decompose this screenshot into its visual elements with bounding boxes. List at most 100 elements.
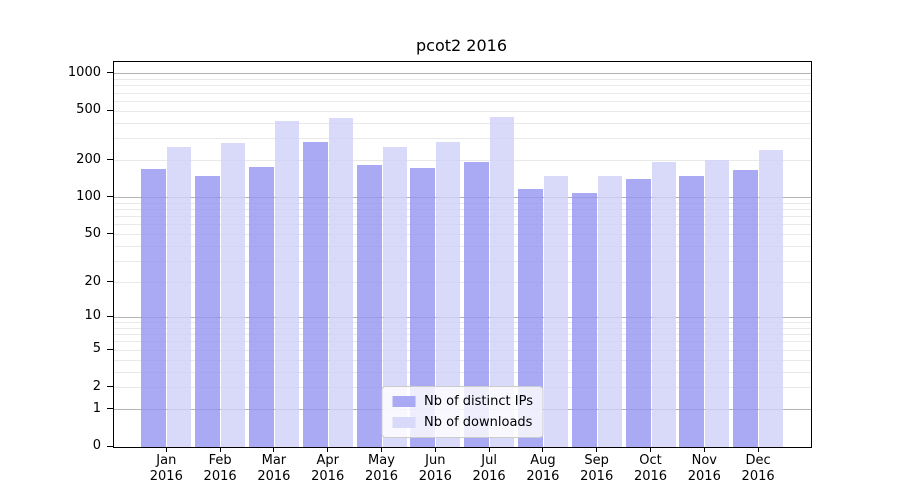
x-tick-year: 2016 <box>472 469 506 484</box>
y-tick-mark <box>107 281 113 283</box>
bar-distinct-ips-jan <box>141 169 167 447</box>
bar-downloads-nov <box>705 160 730 447</box>
minor-gridline <box>114 234 811 236</box>
legend-label: Nb of downloads <box>424 415 533 430</box>
y-tick-label: 1 <box>92 400 101 416</box>
x-tick-month: Mar <box>261 453 287 468</box>
x-tick-month: Dec <box>745 453 771 468</box>
x-tick-month: Aug <box>530 453 556 468</box>
bar-distinct-ips-oct <box>625 178 651 447</box>
x-tick-mark <box>381 447 382 452</box>
y-tick-mark <box>107 109 113 111</box>
x-tick-mark <box>273 447 275 452</box>
minor-gridline <box>114 334 811 336</box>
minor-gridline <box>114 216 811 218</box>
legend-item: Nb of distinct IPs <box>392 393 533 410</box>
x-tick-year: 2016 <box>364 469 399 484</box>
major-gridline <box>114 73 811 75</box>
y-tick-mark <box>107 348 113 350</box>
bar-downloads-apr <box>328 118 353 447</box>
x-tick-mark <box>650 447 651 452</box>
chart-title: pcot2 2016 <box>416 36 507 55</box>
legend-item: Nb of downloads <box>392 414 533 431</box>
minor-gridline <box>114 110 811 112</box>
y-tick-mark <box>107 233 113 235</box>
bar-downloads-sep <box>597 175 622 447</box>
x-tick-mark <box>327 447 329 452</box>
legend: Nb of distinct IPs Nb of downloads <box>381 386 544 438</box>
bar-distinct-ips-apr <box>302 142 328 447</box>
x-tick-label: Dec 2016 <box>726 453 790 485</box>
major-gridline <box>114 197 811 199</box>
x-tick-mark <box>596 447 598 452</box>
x-tick-year: 2016 <box>687 469 721 484</box>
bar-distinct-ips-nov <box>679 175 705 447</box>
bar-downloads-feb <box>221 143 246 447</box>
y-tick-label: 500 <box>76 102 101 118</box>
x-tick-mark <box>165 447 167 452</box>
minor-gridline <box>114 349 811 351</box>
x-tick-year: 2016 <box>418 469 452 484</box>
x-tick-month: Apr <box>316 453 339 468</box>
minor-gridline <box>114 138 811 140</box>
minor-gridline <box>114 261 811 262</box>
bar-downloads-oct <box>651 162 676 447</box>
x-tick-mark <box>757 447 759 452</box>
minor-gridline <box>114 122 811 124</box>
x-tick-label: Apr 2016 <box>296 453 360 485</box>
y-tick-mark <box>107 72 113 74</box>
bar-distinct-ips-may <box>356 165 382 447</box>
x-tick-year: 2016 <box>149 469 183 484</box>
x-tick-month: Jul <box>481 453 497 468</box>
x-tick-label: Jul 2016 <box>457 453 521 485</box>
x-tick-year: 2016 <box>526 469 560 484</box>
x-tick-year: 2016 <box>633 469 668 484</box>
minor-gridline <box>114 282 811 284</box>
legend-swatch-downloads <box>392 417 416 428</box>
x-tick-mark <box>219 447 221 452</box>
minor-gridline <box>114 245 811 247</box>
x-tick-year: 2016 <box>580 469 614 484</box>
bar-distinct-ips-feb <box>195 176 221 447</box>
y-tick-label: 0 <box>92 438 101 453</box>
legend-label: Nb of distinct IPs <box>424 394 533 409</box>
x-tick-month: Feb <box>208 453 232 468</box>
y-tick-mark <box>107 408 113 410</box>
x-tick-label: Jan 2016 <box>134 453 198 485</box>
x-tick-month: Jan <box>156 453 177 468</box>
y-tick-label: 200 <box>76 151 101 167</box>
x-tick-label: May 2016 <box>350 453 414 485</box>
y-tick-label: 50 <box>84 225 101 241</box>
minor-gridline <box>114 160 811 162</box>
y-tick-label: 20 <box>84 273 101 289</box>
x-tick-year: 2016 <box>203 469 237 484</box>
y-tick-label: 2 <box>92 378 101 394</box>
x-tick-label: Jun 2016 <box>403 453 467 485</box>
minor-gridline <box>114 85 811 87</box>
minor-gridline <box>114 322 811 324</box>
y-tick-label: 5 <box>92 341 101 357</box>
y-tick-mark <box>107 315 113 317</box>
minor-gridline <box>114 79 811 80</box>
y-tick-label: 10 <box>84 308 101 324</box>
x-tick-label: Feb 2016 <box>188 453 252 485</box>
y-tick-mark <box>107 386 113 388</box>
major-gridline <box>114 316 811 318</box>
bar-downloads-aug <box>543 176 568 447</box>
x-tick-month: Jun <box>425 453 446 468</box>
x-tick-mark <box>703 447 705 452</box>
x-tick-mark <box>434 447 436 452</box>
y-tick-label: 1000 <box>67 64 101 80</box>
bar-downloads-dec <box>759 150 784 447</box>
minor-gridline <box>114 341 811 343</box>
bar-distinct-ips-sep <box>571 193 597 447</box>
x-tick-month: Oct <box>639 453 662 468</box>
x-tick-month: Nov <box>691 453 717 468</box>
y-tick-mark <box>107 196 113 198</box>
x-tick-label: Aug 2016 <box>511 453 575 485</box>
minor-gridline <box>114 359 811 361</box>
bar-distinct-ips-dec <box>733 169 759 447</box>
minor-gridline <box>114 100 811 102</box>
bar-downloads-mar <box>274 120 299 447</box>
